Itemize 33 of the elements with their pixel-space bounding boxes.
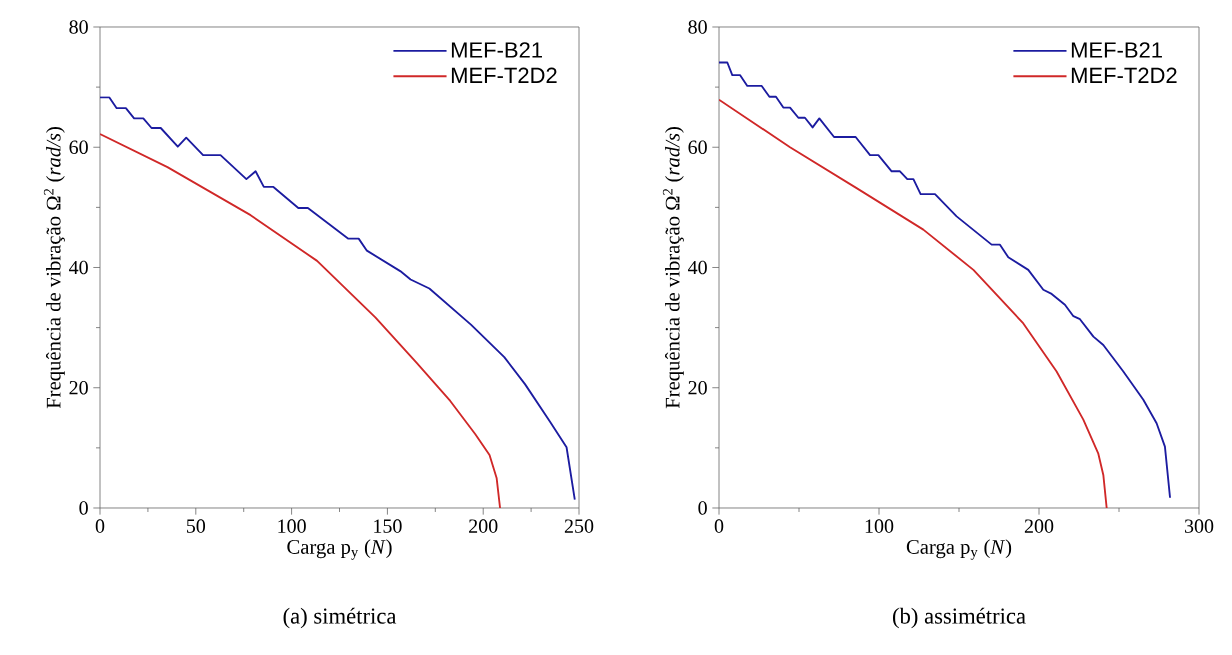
x-tick-label: 0 (95, 519, 105, 533)
y-tick-label: 20 (69, 380, 88, 395)
legend-label: MEF-B21 (1071, 42, 1162, 58)
y-tick-label: 0 (79, 501, 88, 515)
y-axis-title: Frequência de vibração Ω$^{2}$ (rad/s) (662, 127, 684, 409)
line-series (100, 96, 576, 501)
y-tick-label: 20 (688, 380, 707, 395)
x-tick-label: 200 (469, 519, 498, 533)
y-axis-title: Frequência de vibração Ω$^{2}$ (rad/s) (43, 127, 65, 409)
line-series (100, 133, 502, 508)
y-tick-label: 0 (698, 501, 707, 515)
text: (b) assimétrica (892, 607, 1026, 629)
y-tick-label: 60 (69, 140, 88, 154)
line-series (719, 98, 1108, 508)
y-tick-label: 60 (688, 140, 707, 154)
legend-label: MEF-B21 (451, 42, 542, 58)
x-tick-label: 200 (1024, 519, 1054, 533)
legend-label: MEF-T2D2 (451, 67, 557, 83)
x-axis-title: Carga p$_{y}$ (N) (287, 539, 392, 560)
x-tick-label: 100 (865, 519, 894, 533)
y-tick-label: 80 (688, 20, 707, 34)
y-tick-label: 40 (688, 260, 707, 275)
x-tick-label: 50 (186, 519, 206, 533)
x-axis-title: Carga p$_{y}$ (N) (906, 539, 1012, 560)
x-tick-label: 0 (714, 519, 724, 533)
y-tick-label: 80 (69, 20, 88, 34)
text: (a) simétrica (283, 607, 397, 629)
x-tick-label: 100 (278, 519, 306, 533)
x-tick-label: 150 (374, 519, 402, 533)
x-tick-label: 300 (1184, 519, 1214, 533)
x-tick-label: 250 (564, 519, 594, 533)
legend-label: MEF-T2D2 (1071, 67, 1177, 83)
y-tick-label: 40 (69, 260, 88, 275)
